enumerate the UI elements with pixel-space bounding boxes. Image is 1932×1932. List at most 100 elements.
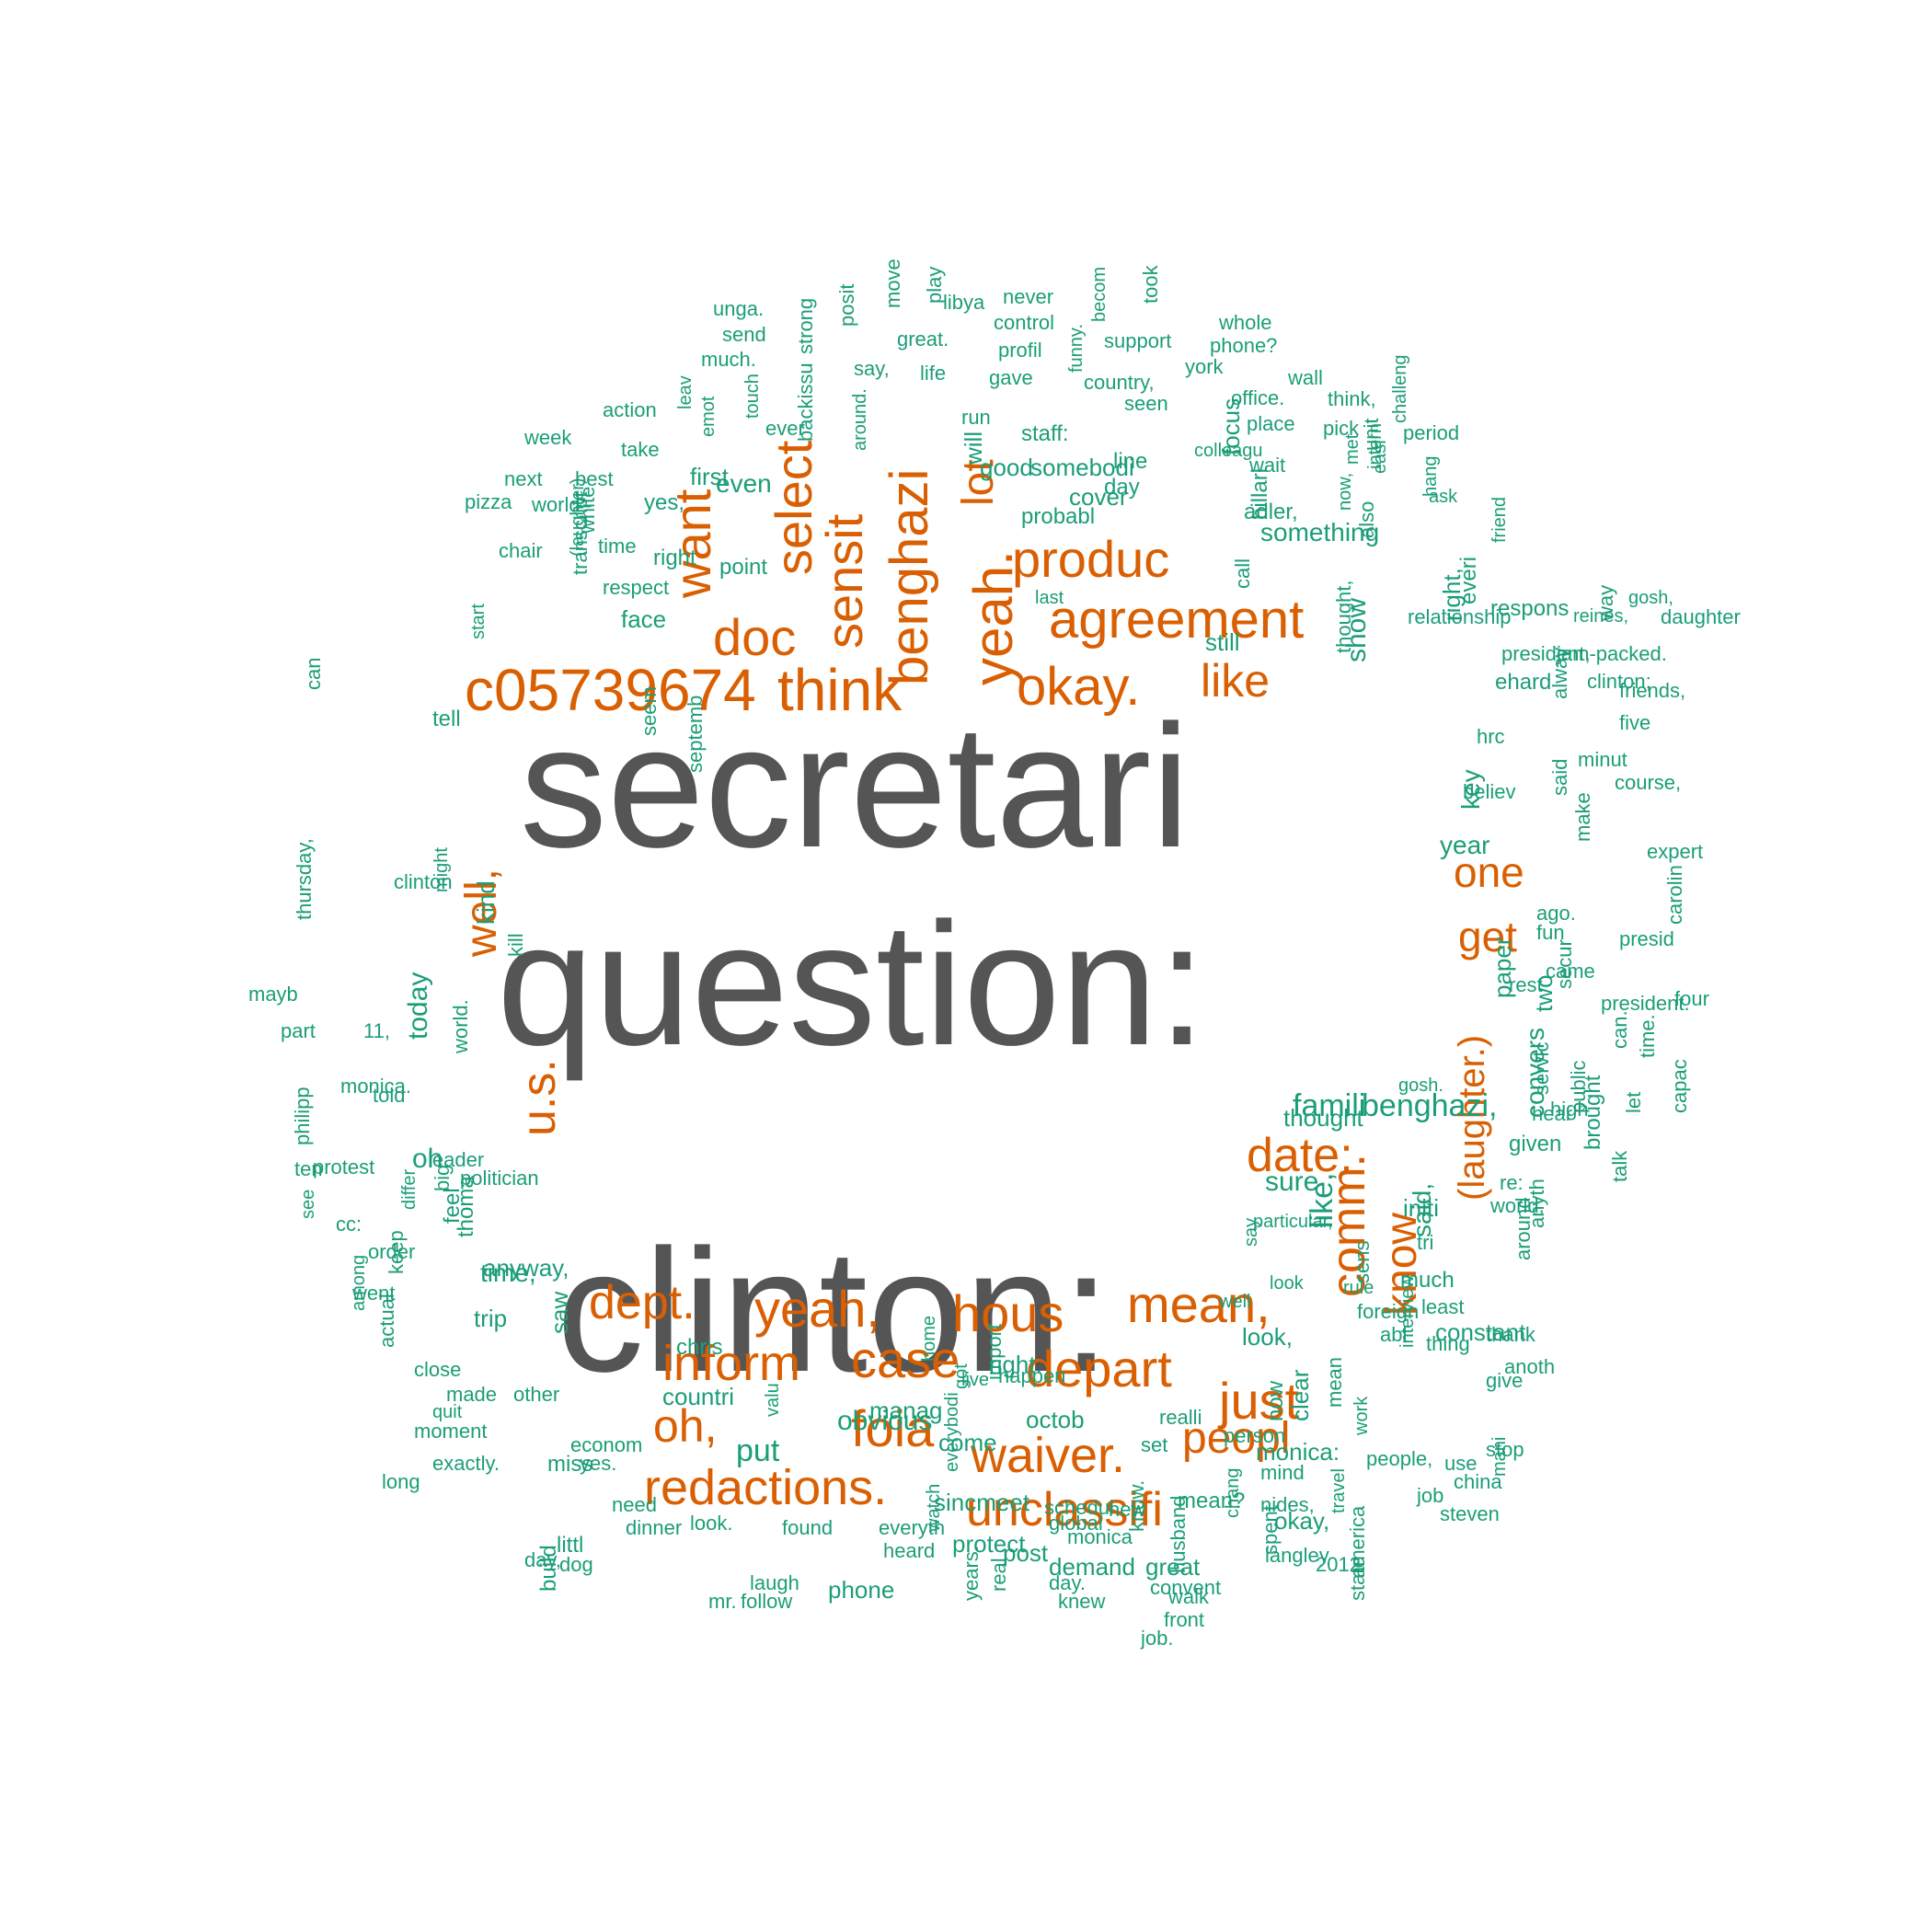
cloud-word: job [1417, 1484, 1444, 1507]
cloud-word: hrc [1477, 725, 1505, 748]
cloud-word: case [851, 1330, 960, 1388]
cloud-word: look. [690, 1512, 733, 1535]
cloud-word: manag [869, 1397, 943, 1424]
cloud-word: set [1141, 1433, 1168, 1456]
cloud-word: even [716, 469, 772, 498]
cloud-word: thing [1426, 1332, 1470, 1355]
cloud-word: much [1400, 1268, 1455, 1293]
cloud-word: home [919, 1315, 939, 1362]
cloud-word: politician [460, 1167, 539, 1190]
cloud-word: kind [472, 880, 500, 925]
cloud-word: great [1145, 1553, 1201, 1581]
cloud-word: follow [741, 1590, 793, 1613]
cloud-word: like [1201, 655, 1271, 707]
cloud-word: econom [570, 1433, 643, 1456]
cloud-word: keep [385, 1230, 408, 1274]
cloud-word: line [1113, 449, 1148, 474]
cloud-word: paper [1489, 937, 1516, 999]
cloud-word: something [1260, 518, 1380, 546]
cloud-word: given [1509, 1132, 1562, 1156]
cloud-word: dept. [589, 1276, 696, 1329]
cloud-word: whole [1219, 311, 1272, 334]
cloud-word: also [1355, 500, 1378, 538]
cloud-word: convent [1150, 1576, 1222, 1599]
cloud-word: part [281, 1019, 316, 1042]
cloud-word: leav [675, 375, 696, 409]
cloud-word: good [980, 454, 1033, 481]
cloud-word: build [536, 1545, 561, 1592]
cloud-word: last [1035, 588, 1064, 608]
cloud-word: daughter [1661, 605, 1741, 628]
cloud-word: thank [1486, 1323, 1535, 1346]
cloud-word: alway [1548, 647, 1571, 699]
cloud-word: look, [1242, 1323, 1293, 1351]
cloud-word: people, [1366, 1447, 1433, 1470]
cloud-word: question: [497, 887, 1207, 1082]
cloud-word: staff: [1021, 421, 1069, 446]
cloud-word: around. [850, 388, 870, 451]
cloud-word: carolin [1663, 865, 1686, 925]
cloud-word: yes, [644, 490, 685, 515]
cloud-word: day. [1049, 1571, 1086, 1594]
cloud-word: believ [1463, 780, 1516, 803]
cloud-word: support [1104, 329, 1172, 352]
cloud-word: dog [559, 1553, 593, 1576]
cloud-word: produc [1012, 530, 1170, 588]
cloud-word: gosh, [1628, 588, 1673, 608]
cloud-word: foia [851, 1399, 935, 1457]
cloud-word: protect [952, 1530, 1026, 1558]
cloud-word: posit [835, 283, 858, 327]
cloud-word: mani [1489, 1436, 1510, 1477]
cloud-word: spent [1259, 1505, 1282, 1555]
cloud-word: action [603, 398, 657, 421]
cloud-word: long [382, 1470, 420, 1493]
cloud-word: know. [1125, 1479, 1148, 1532]
cloud-word: 2012 [1316, 1553, 1361, 1576]
cloud-word: stop [1486, 1438, 1524, 1461]
cloud-word: took [1139, 265, 1162, 304]
cloud-word: went [352, 1282, 396, 1305]
cloud-word: friends, [1619, 679, 1686, 702]
cloud-word: constant [1435, 1318, 1526, 1346]
cloud-word: saw [546, 1291, 573, 1334]
cloud-word: pizza [465, 490, 512, 513]
cloud-word: somebodi [1030, 454, 1134, 481]
cloud-word: travel [1328, 1468, 1349, 1513]
cloud-word: septemb [684, 695, 707, 773]
cloud-word: right [653, 546, 696, 570]
cloud-word: well [1219, 1292, 1251, 1312]
cloud-word: still [1205, 628, 1240, 656]
cloud-word: adler, [1244, 500, 1298, 524]
cloud-word: ehard [1495, 670, 1552, 695]
cloud-word: unga. [713, 297, 765, 320]
cloud-word: foreign [1357, 1300, 1420, 1323]
cloud-word: least [1421, 1295, 1465, 1318]
cloud-word: send [722, 323, 766, 346]
cloud-word: select [765, 440, 822, 575]
cloud-word: day, [524, 1548, 561, 1571]
cloud-word: cc: [336, 1213, 362, 1236]
cloud-word: inform [662, 1336, 801, 1391]
cloud-word: face [621, 605, 667, 633]
cloud-word: anyway, [483, 1254, 569, 1282]
cloud-word: actual [375, 1294, 398, 1348]
cloud-word: move [881, 259, 904, 308]
cloud-word: among [349, 1254, 369, 1311]
cloud-word: show [1341, 597, 1372, 662]
cloud-word: front [1164, 1608, 1205, 1631]
cloud-word: capac [1668, 1059, 1691, 1113]
cloud-word: course, [1615, 771, 1682, 794]
cloud-word: four [1674, 987, 1709, 1010]
cloud-word: knew [1058, 1590, 1106, 1613]
cloud-word: york [1185, 355, 1224, 378]
cloud-word: just [1219, 1372, 1300, 1430]
cloud-word: seem [638, 686, 661, 736]
cloud-word: yeah, [754, 1280, 880, 1338]
cloud-word: oh. [412, 1144, 451, 1174]
cloud-word: kill [504, 933, 527, 957]
cloud-word: control [994, 311, 1055, 334]
cloud-word: waiver. [971, 1428, 1126, 1483]
cloud-word: today [403, 972, 433, 1040]
cloud-word: unclassifi [966, 1483, 1163, 1536]
cloud-word: start [468, 604, 489, 639]
